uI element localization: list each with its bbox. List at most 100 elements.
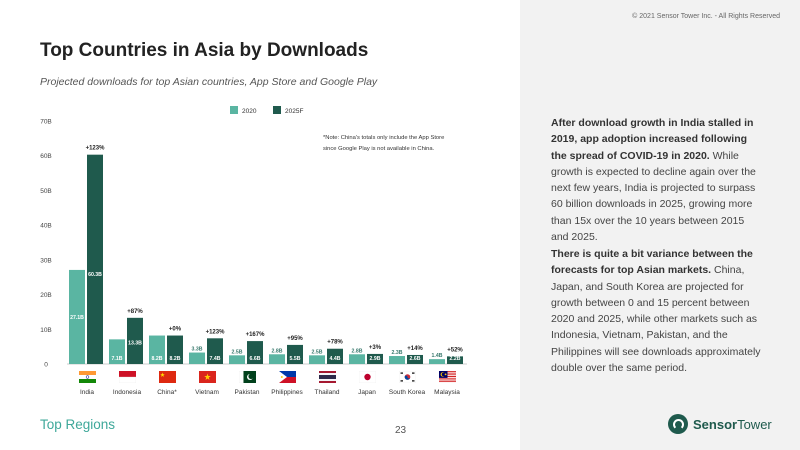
- bar-2020: [109, 339, 125, 364]
- growth-label: +52%: [447, 347, 463, 353]
- bar-2020: [69, 269, 85, 364]
- right-panel: [520, 0, 800, 450]
- page-number: 23: [395, 425, 407, 436]
- bar-2025f: [207, 338, 223, 364]
- category-label: Pakistan: [235, 389, 260, 396]
- downloads-bar-chart: 2020 2025F 0 10B 20B 30B 40B 50B 60B 70B *Note: Ch…: [40, 106, 467, 396]
- bar-value-label-2025f: 2.2B: [450, 356, 461, 362]
- insight-paragraph-1: After download growth in India stalled i…: [551, 115, 761, 245]
- bar-value-label-2020: 27.1B: [70, 315, 84, 321]
- growth-label: +78%: [327, 340, 343, 346]
- growth-label: +3%: [369, 345, 382, 351]
- legend-label-2025f: 2025F: [285, 108, 303, 115]
- bar-2020: [389, 356, 405, 364]
- bar-value-label-2025f: 6.6B: [250, 356, 261, 362]
- page-title: Top Countries in Asia by Downloads: [40, 40, 369, 61]
- legend-swatch-2020: [230, 106, 238, 114]
- category-label: India: [80, 389, 94, 396]
- category-label: Japan: [358, 389, 376, 396]
- logo-text-light: Tower: [737, 416, 772, 432]
- y-tick-label: 70B: [40, 119, 52, 126]
- category-label: Philippines: [271, 389, 303, 396]
- y-tick-label: 20B: [40, 292, 52, 299]
- insight-paragraph-1-bold: After download growth in India stalled i…: [551, 117, 754, 162]
- bar-value-label-2020: 2.5B: [232, 349, 243, 355]
- page-subtitle: Projected downloads for top Asian countr…: [40, 76, 378, 88]
- bar-2025f: [367, 353, 383, 364]
- bar-2025f: [327, 348, 343, 364]
- bar-value-label-2020: 1.4B: [432, 353, 443, 359]
- bar-value-label-2025f: 7.4B: [210, 356, 221, 362]
- bar-2025f: [127, 317, 143, 364]
- bar-2020: [149, 335, 165, 364]
- growth-label: +0%: [169, 327, 182, 333]
- growth-label: +95%: [287, 336, 303, 342]
- y-tick-label: 40B: [40, 223, 52, 230]
- logo-text-bold: Sensor: [693, 416, 738, 432]
- bar-value-label-2020: 8.2B: [152, 356, 163, 362]
- y-tick-label: 60B: [40, 153, 52, 160]
- legend-swatch-2025f: [273, 106, 281, 114]
- bar-value-label-2025f: 5.5B: [290, 356, 301, 362]
- bar-value-label-2020: 2.8B: [352, 348, 363, 354]
- bar-2025f: [447, 356, 463, 364]
- y-tick-label: 30B: [40, 257, 52, 264]
- growth-label: +123%: [206, 329, 226, 335]
- vietnam-flag-icon: [198, 370, 216, 383]
- sensor-tower-logo-icon: [668, 414, 688, 434]
- sensor-tower-logo: SensorTower: [668, 414, 772, 434]
- thailand-flag-icon: [318, 370, 336, 383]
- section-footer-label: Top Regions: [40, 417, 116, 432]
- bar-2020: [269, 354, 285, 364]
- category-label: China*: [157, 389, 177, 396]
- bar-2020: [309, 355, 325, 364]
- y-tick-label: 0: [44, 362, 48, 369]
- insight-paragraph-2-text: China, Japan, and South Korea are projec…: [551, 264, 761, 375]
- japan-flag-icon: [358, 370, 376, 384]
- bar-2025f: [247, 341, 263, 364]
- bar-value-label-2025f: 2.9B: [370, 356, 381, 362]
- south-korea-flag-icon: [398, 370, 416, 384]
- pakistan-flag-icon: [238, 370, 256, 384]
- bar-2025f: [407, 354, 423, 364]
- bar-2025f: [87, 154, 103, 364]
- chart-note-line: since Google Play is not available in Ch…: [323, 146, 435, 152]
- growth-label: +14%: [407, 346, 423, 352]
- category-label: Thailand: [315, 389, 340, 396]
- growth-label: +123%: [86, 146, 106, 152]
- bar-value-label-2025f: 13.3B: [128, 341, 142, 347]
- insight-paragraph-2: There is quite a bit variance between th…: [551, 246, 761, 376]
- bar-2020: [229, 355, 245, 364]
- bar-2025f: [167, 335, 183, 364]
- bar-value-label-2020: 2.8B: [272, 348, 283, 354]
- bar-2020: [429, 359, 445, 364]
- china-flag-icon: [158, 370, 176, 383]
- bar-value-label-2020: 2.3B: [392, 350, 403, 356]
- indonesia-flag-icon: [118, 370, 136, 384]
- bar-value-label-2025f: 4.4B: [330, 356, 341, 362]
- bar-value-label-2020: 7.1B: [112, 356, 123, 362]
- bar-2020: [349, 354, 365, 364]
- bar-value-label-2020: 2.5B: [312, 349, 323, 355]
- malaysia-flag-icon: [438, 370, 456, 383]
- bar-value-label-2020: 3.3B: [192, 347, 203, 353]
- philippines-flag-icon: [278, 370, 296, 383]
- category-label: Malaysia: [434, 389, 460, 396]
- growth-label: +87%: [127, 309, 143, 315]
- bar-value-label-2025f: 8.2B: [170, 356, 181, 362]
- category-label: South Korea: [389, 389, 426, 396]
- bar-2025f: [287, 344, 303, 364]
- copyright-text: © 2021 Sensor Tower Inc. - All Rights Re…: [632, 13, 780, 20]
- growth-label: +167%: [246, 332, 266, 338]
- category-label: Vietnam: [195, 389, 219, 396]
- bar-value-label-2025f: 2.6B: [410, 356, 421, 362]
- chart-note-line: *Note: China's totals only include the A…: [323, 135, 444, 141]
- bar-2020: [189, 352, 205, 364]
- category-label: Indonesia: [113, 389, 142, 396]
- india-flag-icon: [78, 370, 96, 383]
- y-tick-label: 10B: [40, 327, 52, 334]
- insight-paragraph-1-text: While growth is expected to decline agai…: [551, 149, 756, 244]
- insight-paragraph-2-bold: There is quite a bit variance between th…: [551, 248, 753, 277]
- legend-label-2020: 2020: [242, 108, 257, 115]
- sensor-tower-logo-text: SensorTower: [693, 417, 772, 432]
